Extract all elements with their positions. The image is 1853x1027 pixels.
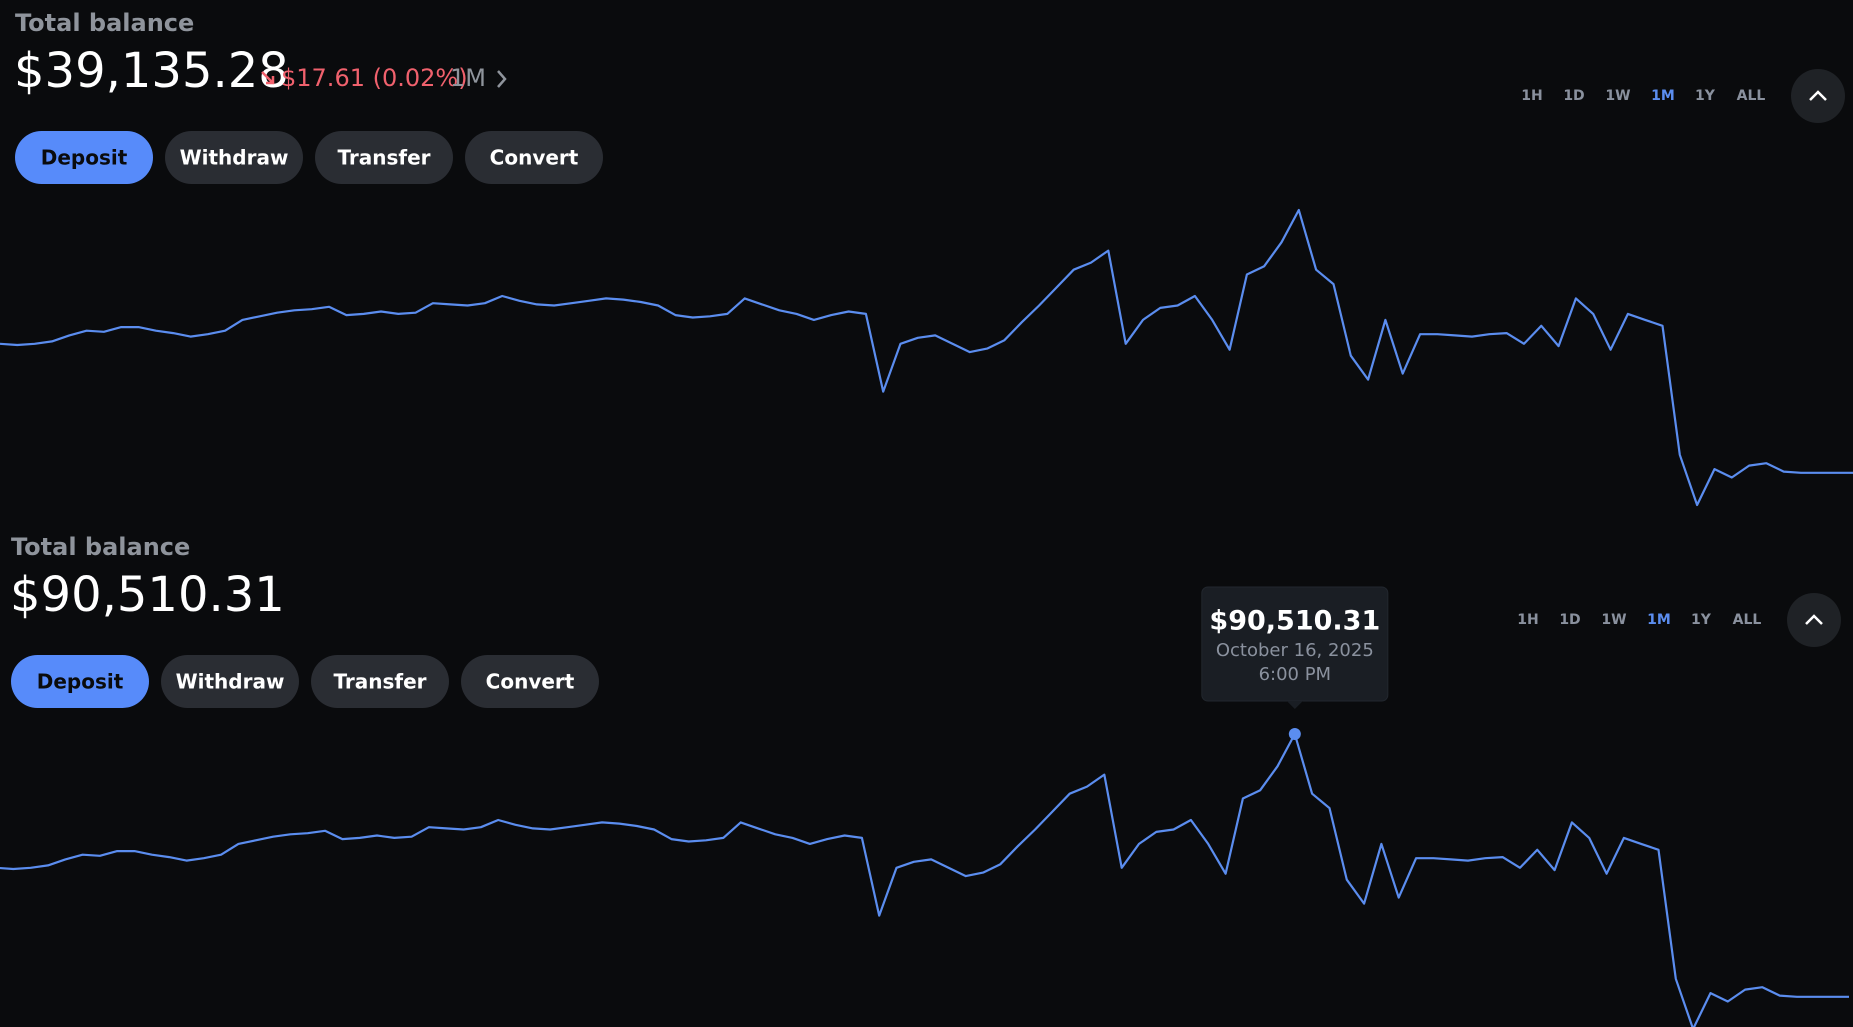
button-label: Withdraw — [176, 670, 285, 694]
balance-line — [0, 732, 1849, 1027]
balance-label: Total balance — [15, 9, 194, 37]
button-label: Convert — [486, 670, 575, 694]
range-option[interactable]: ALL — [1737, 88, 1766, 104]
action-button[interactable]: Convert — [465, 131, 603, 184]
collapse-bg — [1787, 593, 1841, 647]
button-bg — [315, 131, 453, 184]
action-button[interactable]: Convert — [461, 655, 599, 708]
range-option[interactable]: 1W — [1601, 612, 1626, 628]
action-button[interactable]: Deposit — [11, 655, 149, 708]
change-period: 1M — [450, 64, 486, 92]
balance-label: Total balance — [11, 533, 190, 561]
balance-panel: Total balance $90,510.31 Deposit Withdraw Tr… — [0, 533, 1849, 1027]
button-label: Deposit — [41, 146, 128, 170]
balance-line — [0, 208, 1853, 507]
tooltip-pointer — [1286, 701, 1303, 709]
range-option[interactable]: 1Y — [1695, 88, 1716, 104]
range-option[interactable]: 1H — [1521, 88, 1542, 104]
range-option[interactable]: 1M — [1651, 88, 1675, 104]
tooltip: $90,510.31 October 16, 2025 6:00 PM — [1201, 586, 1389, 709]
range-option[interactable]: ALL — [1733, 612, 1762, 628]
balance-change: $17.61 (0.02%) — [281, 64, 468, 92]
range-option[interactable]: 1M — [1647, 612, 1671, 628]
button-bg — [11, 655, 149, 708]
button-label: Withdraw — [180, 146, 289, 170]
balance-amount: $90,510.31 — [10, 567, 285, 623]
button-label: Convert — [490, 146, 579, 170]
button-bg — [161, 655, 299, 708]
chevron-right-icon — [497, 70, 507, 88]
action-button[interactable]: Deposit — [15, 131, 153, 184]
button-label: Deposit — [37, 670, 124, 694]
button-bg — [165, 131, 303, 184]
button-bg — [461, 655, 599, 708]
action-button[interactable]: Transfer — [311, 655, 449, 708]
button-label: Transfer — [337, 146, 430, 170]
range-option[interactable]: 1D — [1563, 88, 1584, 104]
balance-panel: Total balance$39,135.28$17.61 (0.02%)1MD… — [0, 9, 1853, 507]
button-bg — [465, 131, 603, 184]
button-bg — [15, 131, 153, 184]
tooltip-date: October 16, 2025 — [1216, 640, 1374, 661]
button-label: Transfer — [333, 670, 426, 694]
chevron-up-icon — [1805, 614, 1823, 625]
collapse-button[interactable] — [1791, 69, 1845, 123]
range-option[interactable]: 1H — [1517, 612, 1538, 628]
range-option[interactable]: 1D — [1559, 612, 1580, 628]
hover-point — [1288, 728, 1301, 740]
tooltip-value: $90,510.31 — [1209, 606, 1380, 637]
range-option[interactable]: 1W — [1605, 88, 1630, 104]
action-button[interactable]: Transfer — [315, 131, 453, 184]
action-button[interactable]: Withdraw — [165, 131, 303, 184]
action-button[interactable]: Withdraw — [161, 655, 299, 708]
collapse-button[interactable] — [1787, 593, 1841, 647]
chevron-up-icon — [1809, 90, 1827, 101]
range-option[interactable]: 1Y — [1691, 612, 1712, 628]
tooltip-time: 6:00 PM — [1259, 664, 1332, 685]
balance-amount: $39,135.28 — [14, 43, 289, 99]
down-arrow-icon — [261, 71, 275, 85]
collapse-bg — [1791, 69, 1845, 123]
button-bg — [311, 655, 449, 708]
